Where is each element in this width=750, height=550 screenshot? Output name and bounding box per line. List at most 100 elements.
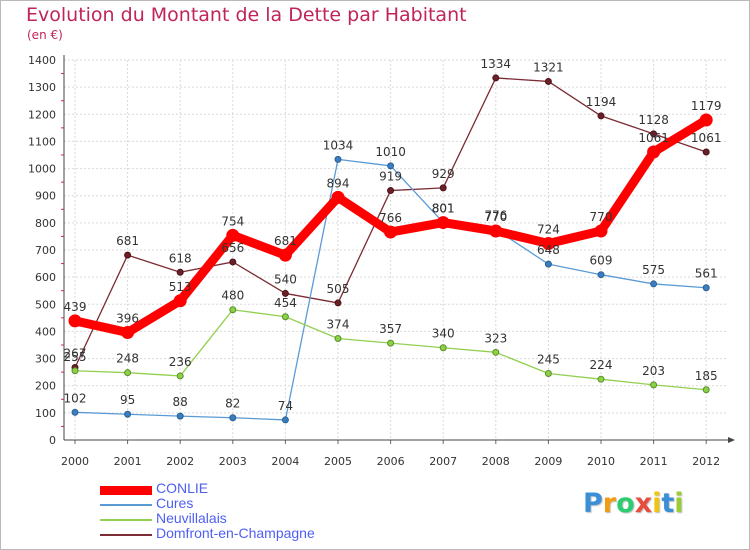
- data-label: 766: [379, 211, 402, 225]
- data-point: [702, 284, 710, 292]
- data-label: 1179: [691, 99, 722, 113]
- data-point: [594, 224, 608, 238]
- chart-title: Evolution du Montant de la Dette par Hab…: [26, 4, 467, 26]
- data-point: [650, 130, 658, 138]
- data-label: 1061: [691, 131, 722, 145]
- data-label: 203: [642, 364, 665, 378]
- data-label: 513: [169, 280, 192, 294]
- data-label: 248: [116, 352, 139, 366]
- data-label: 255: [64, 350, 87, 364]
- data-label: 648: [537, 243, 560, 257]
- data-label: 575: [642, 263, 665, 277]
- axes: 0 100 200 300 400 500 600 700 800 900 1000 1100 1200…: [28, 54, 735, 468]
- y-tick-label: 300: [35, 353, 56, 366]
- data-point: [489, 224, 503, 238]
- data-label: 618: [169, 251, 192, 265]
- data-point: [436, 216, 450, 230]
- data-point: [229, 258, 237, 266]
- data-label: 681: [274, 234, 297, 248]
- y-tick-label: 200: [35, 380, 56, 393]
- data-point: [173, 294, 187, 308]
- data-point: [229, 306, 237, 314]
- x-axis-arrow: [728, 437, 735, 443]
- data-point: [650, 280, 658, 288]
- data-point: [71, 408, 79, 416]
- legend-label: Cures: [156, 495, 194, 511]
- data-point: [650, 381, 658, 389]
- y-tick-label: 400: [35, 325, 56, 338]
- y-tick-label: 700: [35, 244, 56, 257]
- legend-label: CONLIE: [156, 480, 209, 496]
- legend-swatch: [100, 504, 152, 506]
- data-label: 236: [169, 355, 192, 369]
- x-tick-label: 2008: [482, 455, 510, 468]
- y-tick-label: 1000: [28, 163, 56, 176]
- series-conlie: [68, 113, 713, 340]
- x-tick-label: 2012: [692, 455, 720, 468]
- data-point: [334, 299, 342, 307]
- data-point: [597, 112, 605, 120]
- data-label: 505: [327, 282, 350, 296]
- unit-label: (en €): [27, 28, 63, 42]
- data-label: 1321: [533, 60, 564, 74]
- data-label: 95: [120, 393, 135, 407]
- data-point: [544, 77, 552, 85]
- data-label: 656: [221, 241, 244, 255]
- data-label: 1128: [638, 113, 669, 127]
- data-label: 323: [484, 331, 507, 345]
- data-label: 1334: [481, 57, 512, 71]
- x-tick-label: 2000: [61, 455, 89, 468]
- data-label: 185: [695, 369, 718, 383]
- data-point: [597, 375, 605, 383]
- data-point: [281, 416, 289, 424]
- data-label: 1194: [586, 95, 617, 109]
- data-point: [387, 187, 395, 195]
- data-point: [334, 155, 342, 163]
- data-label: 1010: [375, 145, 406, 159]
- data-label: 754: [221, 214, 244, 228]
- data-point: [699, 113, 713, 127]
- data-label: 540: [274, 272, 297, 286]
- data-label: 102: [64, 391, 87, 405]
- data-point: [541, 236, 555, 250]
- y-tick-label: 500: [35, 298, 56, 311]
- x-tick-label: 2010: [587, 455, 615, 468]
- grid: [64, 59, 728, 440]
- series-neuvillalais: [71, 306, 710, 394]
- data-label: 609: [590, 254, 613, 268]
- data-label: 1034: [323, 138, 354, 152]
- data-point: [492, 348, 500, 356]
- data-label: 929: [432, 167, 455, 181]
- data-point: [121, 326, 135, 340]
- data-label: 454: [274, 296, 297, 310]
- data-point: [124, 410, 132, 418]
- series-layer: [68, 74, 713, 424]
- data-point: [124, 251, 132, 259]
- x-tick-label: 2006: [377, 455, 405, 468]
- data-label: 439: [64, 300, 87, 314]
- data-point: [387, 162, 395, 170]
- data-point: [702, 148, 710, 156]
- data-label: 770: [590, 210, 613, 224]
- data-label: 224: [590, 358, 613, 372]
- data-label: 561: [695, 267, 718, 281]
- x-tick-label: 2002: [166, 455, 194, 468]
- y-tick-label: 1400: [28, 54, 56, 67]
- data-label: 82: [225, 397, 240, 411]
- x-tick-label: 2003: [219, 455, 247, 468]
- data-point: [226, 228, 240, 242]
- y-tick-label: 1300: [28, 81, 56, 94]
- y-tick-label: 1200: [28, 108, 56, 121]
- data-label: 340: [432, 327, 455, 341]
- data-label: 374: [327, 317, 350, 331]
- y-tick-label: 100: [35, 407, 56, 420]
- y-tick-label: 0: [49, 434, 56, 447]
- data-point: [281, 313, 289, 321]
- x-tick-label: 2001: [114, 455, 142, 468]
- data-label: 1061: [638, 131, 669, 145]
- data-point: [281, 289, 289, 297]
- data-point: [124, 369, 132, 377]
- data-point: [439, 344, 447, 352]
- y-tick-label: 900: [35, 190, 56, 203]
